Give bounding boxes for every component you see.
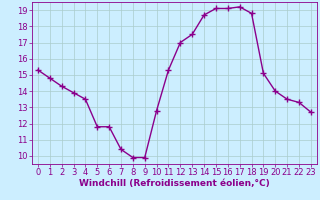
X-axis label: Windchill (Refroidissement éolien,°C): Windchill (Refroidissement éolien,°C) — [79, 179, 270, 188]
